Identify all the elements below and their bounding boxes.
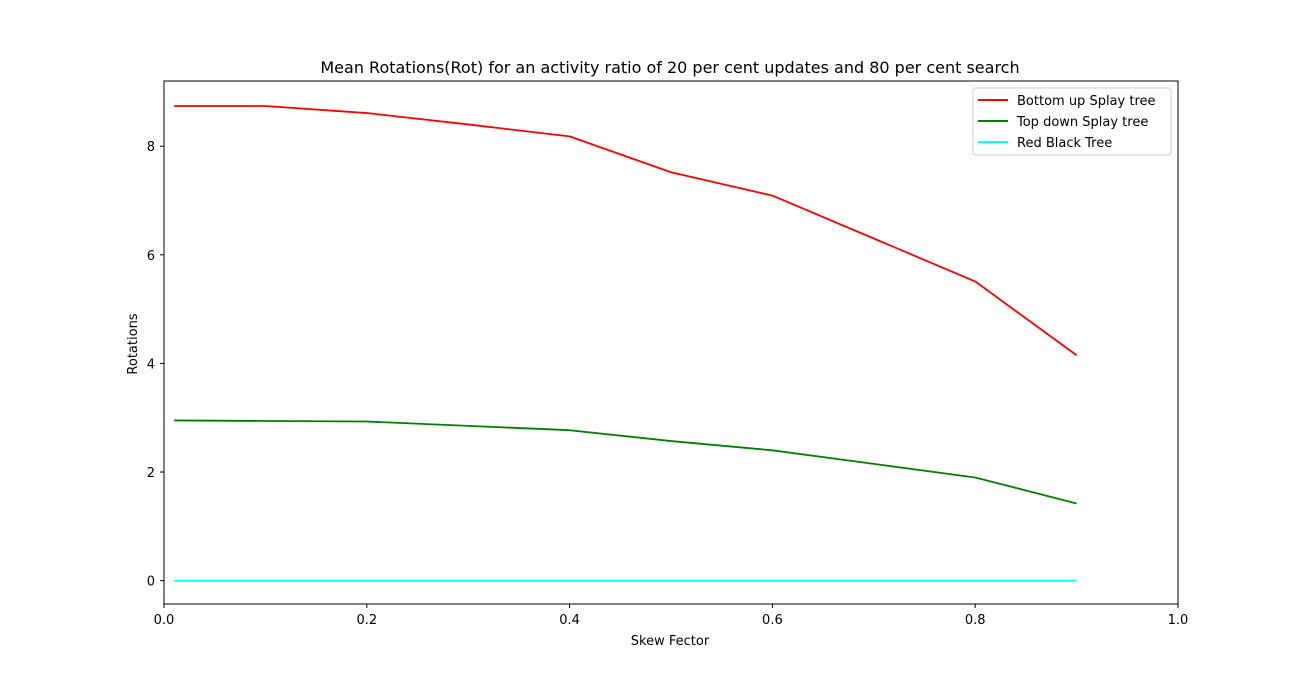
legend: Bottom up Splay tree Top down Splay tree R…	[972, 87, 1172, 156]
y-tick-label: 6	[147, 249, 155, 264]
x-tick-label: 1.0	[1168, 613, 1189, 628]
legend-label-2: Top down Splay tree	[1016, 115, 1148, 130]
legend-label-1: Bottom up Splay tree	[1017, 94, 1156, 109]
y-tick-label: 8	[147, 140, 155, 155]
y-tick-label: 2	[147, 466, 155, 481]
x-tick-label: 0.8	[965, 613, 986, 628]
axis-ticks: 0.0 0.2 0.4 0.6 0.8 1.0 0 2 4 6 8	[147, 140, 1189, 628]
x-tick-label: 0.0	[154, 613, 175, 628]
axes-frame	[163, 80, 1179, 605]
chart-title: Mean Rotations(Rot) for an activity rati…	[320, 58, 1019, 77]
y-axis-label: Rotations	[126, 313, 141, 374]
series-line-2	[174, 419, 1077, 505]
x-tick-label: 0.2	[356, 613, 377, 628]
x-tick-label: 0.4	[559, 613, 580, 628]
plot-area	[174, 105, 1078, 582]
series-line-1	[174, 105, 1078, 356]
legend-label-3: Red Black Tree	[1017, 136, 1112, 151]
x-axis-label: Skew Fector	[631, 634, 710, 649]
legend-box	[972, 87, 1172, 156]
x-tick-label: 0.6	[762, 613, 783, 628]
y-tick-label: 4	[147, 357, 155, 372]
y-tick-label: 0	[147, 575, 155, 590]
